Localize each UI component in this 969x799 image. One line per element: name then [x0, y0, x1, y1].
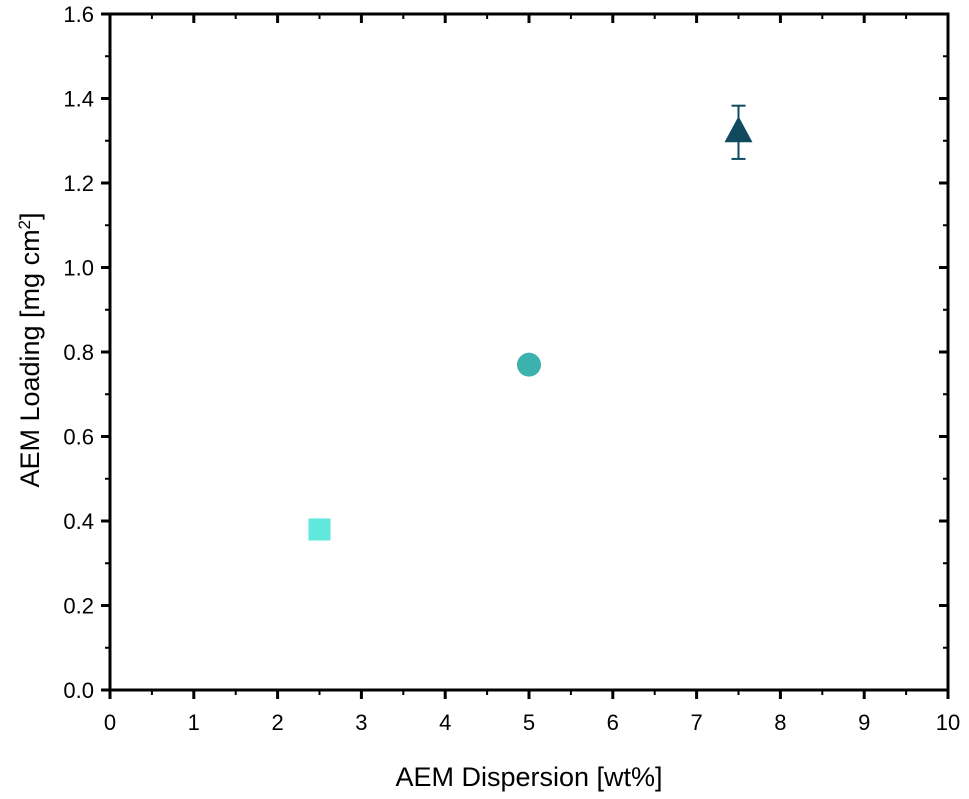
y-axis-title-suffix: ] [15, 212, 45, 220]
data-points [308, 104, 753, 541]
y-tick-label: 0.6 [63, 425, 94, 450]
y-tick-label: 1.6 [63, 2, 94, 27]
x-tick-label: 3 [355, 710, 367, 735]
y-axis-title-superscript: 2 [15, 220, 34, 229]
y-axis-title: AEM Loading [mg cm2] [15, 212, 46, 487]
x-tick-label: 6 [607, 710, 619, 735]
y-tick-label: 0.8 [63, 340, 94, 365]
y-axis-title-text: AEM Loading [mg cm [15, 229, 45, 487]
data-point-square [308, 518, 331, 541]
x-tick-label: 8 [774, 710, 786, 735]
plot-frame [108, 12, 950, 692]
x-axis-title: AEM Dispersion [wt%] [395, 762, 662, 792]
y-tick-label: 1.4 [63, 87, 94, 112]
x-tick-label: 1 [188, 710, 200, 735]
y-tick-label: 1.0 [63, 256, 94, 281]
data-point-triangle [724, 116, 753, 143]
x-tick-label: 0 [104, 710, 116, 735]
x-tick-label: 5 [523, 710, 535, 735]
y-tick-label: 0.0 [63, 678, 94, 703]
y-axis-ticks: 0.0 0.2 0.4 0.6 0.8 1.0 1.2 1.4 1.6 [63, 2, 948, 703]
x-tick-label: 10 [936, 710, 960, 735]
y-tick-label: 0.2 [63, 594, 94, 619]
y-tick-label: 0.4 [63, 509, 94, 534]
x-tick-label: 4 [439, 710, 451, 735]
x-tick-label: 7 [690, 710, 702, 735]
y-tick-label: 1.2 [63, 171, 94, 196]
x-tick-label: 9 [858, 710, 870, 735]
x-tick-label: 2 [271, 710, 283, 735]
data-point-circle [517, 352, 541, 377]
